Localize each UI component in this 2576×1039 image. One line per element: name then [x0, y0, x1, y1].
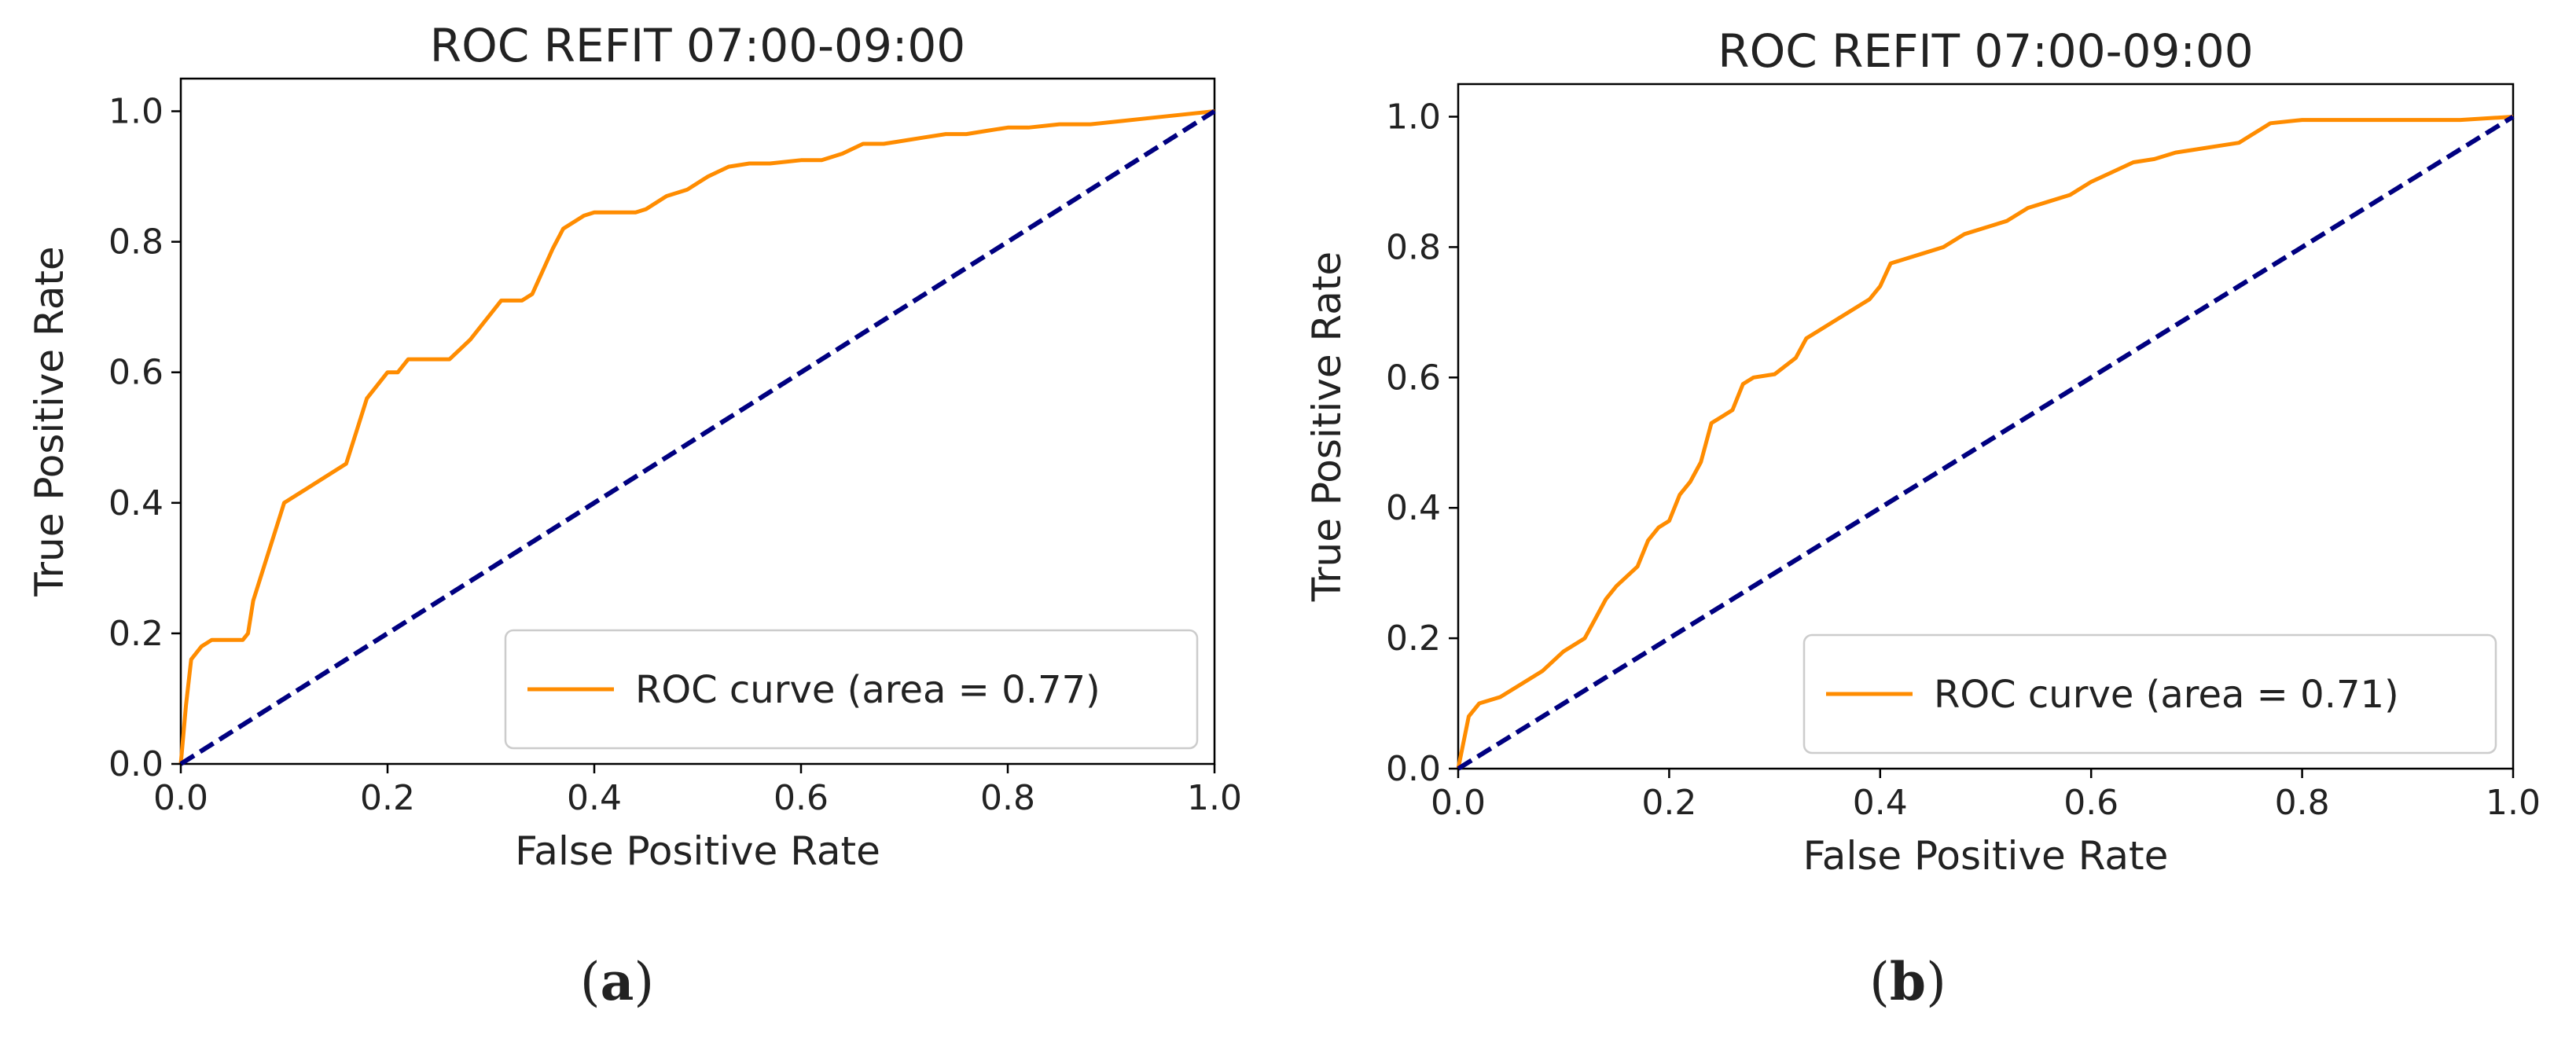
roc-curve-line [178, 109, 1215, 765]
chart-panel-b: 0.0 0.2 0.4 0.6 0.8 1.0 0.0 0.2 0.4 0.6 0.8 1.0 ROC … [1304, 24, 2541, 1012]
chart-title: ROC REFIT 07:00-09:00 [430, 19, 965, 72]
y-tick-label: 0.8 [108, 222, 164, 263]
x-tick-label: 0.8 [980, 778, 1035, 818]
y-tick-label: 0.6 [1386, 358, 1441, 398]
panel-label-open-paren: ( [580, 952, 601, 1012]
y-tick-label: 0.2 [108, 614, 164, 654]
x-tick-label: 0.2 [1641, 783, 1696, 823]
y-axis-label: True Positive Rate [1304, 251, 1350, 602]
y-tick-label: 0.8 [1386, 227, 1441, 267]
panel-label-close-paren: ) [1926, 952, 1946, 1012]
x-tick-label: 0.0 [1431, 783, 1486, 823]
y-tick-label: 0.6 [108, 353, 164, 393]
plot-frame [179, 77, 1216, 765]
panel-label: (b) [1869, 951, 1946, 1012]
x-axis-label: False Positive Rate [1803, 833, 2169, 879]
x-tick-label: 0.8 [2275, 783, 2330, 823]
chart-title: ROC REFIT 07:00-09:00 [1718, 24, 2253, 78]
y-tick-label: 0.0 [108, 744, 164, 784]
y-tick-label: 0.2 [1386, 619, 1441, 659]
x-tick-label: 0.4 [567, 778, 622, 818]
roc-curve-line [1456, 115, 2514, 769]
y-axis-label: True Positive Rate [27, 246, 72, 597]
x-axis-label: False Positive Rate [515, 828, 880, 874]
y-tick-label: 1.0 [108, 92, 164, 132]
legend-box [1802, 633, 2497, 754]
y-tick-label: 1.0 [1386, 97, 1441, 137]
panel-label-open-paren: ( [1869, 952, 1890, 1012]
x-tick-label: 0.0 [153, 778, 208, 818]
plot-frame [1457, 83, 2515, 770]
y-tick-label: 0.0 [1386, 749, 1441, 789]
y-tick-label: 0.4 [108, 483, 164, 523]
legend-label: ROC curve (area = 0.71) [1934, 673, 2399, 717]
panel-label: (a) [580, 951, 654, 1012]
chart-panel-a: 0.0 0.2 0.4 0.6 0.8 1.0 0.0 0.2 0.4 0.6 0.8 1.0 ROC … [27, 19, 1242, 1012]
x-tick-label: 0.4 [1853, 783, 1908, 823]
y-tick-label: 0.4 [1386, 488, 1441, 528]
x-tick-label: 1.0 [1187, 778, 1242, 818]
legend-label: ROC curve (area = 0.77) [635, 668, 1101, 712]
legend-box [504, 629, 1199, 750]
x-tick-label: 1.0 [2486, 783, 2541, 823]
x-tick-label: 0.6 [2063, 783, 2118, 823]
x-tick-label: 0.6 [774, 778, 829, 818]
chance-diagonal-line [1457, 114, 2515, 771]
panel-label-letter: a [601, 951, 634, 1012]
panel-label-close-paren: ) [634, 952, 654, 1012]
panel-label-letter: b [1890, 951, 1926, 1012]
x-tick-label: 0.2 [360, 778, 415, 818]
